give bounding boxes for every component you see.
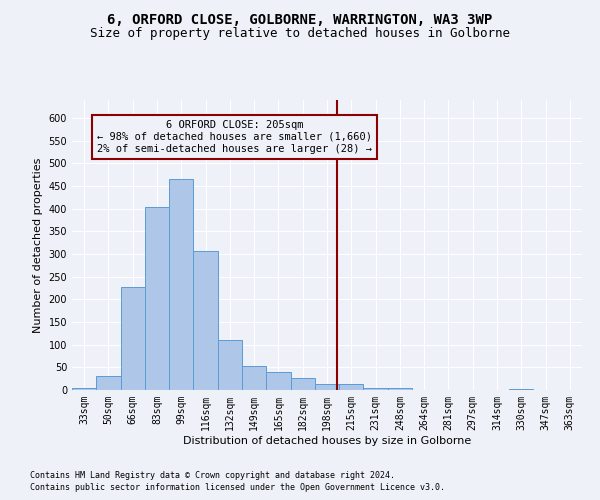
- Text: Contains HM Land Registry data © Crown copyright and database right 2024.: Contains HM Land Registry data © Crown c…: [30, 471, 395, 480]
- Bar: [364, 388, 388, 390]
- Bar: [96, 376, 121, 390]
- Bar: [509, 388, 533, 390]
- X-axis label: Distribution of detached houses by size in Golborne: Distribution of detached houses by size …: [183, 436, 471, 446]
- Bar: [169, 180, 193, 390]
- Text: 6, ORFORD CLOSE, GOLBORNE, WARRINGTON, WA3 3WP: 6, ORFORD CLOSE, GOLBORNE, WARRINGTON, W…: [107, 12, 493, 26]
- Bar: [290, 378, 315, 390]
- Bar: [145, 208, 169, 390]
- Text: Contains public sector information licensed under the Open Government Licence v3: Contains public sector information licen…: [30, 484, 445, 492]
- Bar: [339, 384, 364, 390]
- Text: Size of property relative to detached houses in Golborne: Size of property relative to detached ho…: [90, 28, 510, 40]
- Bar: [218, 340, 242, 390]
- Text: 6 ORFORD CLOSE: 205sqm
← 98% of detached houses are smaller (1,660)
2% of semi-d: 6 ORFORD CLOSE: 205sqm ← 98% of detached…: [97, 120, 372, 154]
- Bar: [121, 286, 145, 390]
- Bar: [193, 251, 218, 390]
- Bar: [242, 366, 266, 390]
- Y-axis label: Number of detached properties: Number of detached properties: [33, 158, 43, 332]
- Bar: [315, 384, 339, 390]
- Bar: [266, 372, 290, 390]
- Bar: [72, 388, 96, 390]
- Bar: [388, 388, 412, 390]
